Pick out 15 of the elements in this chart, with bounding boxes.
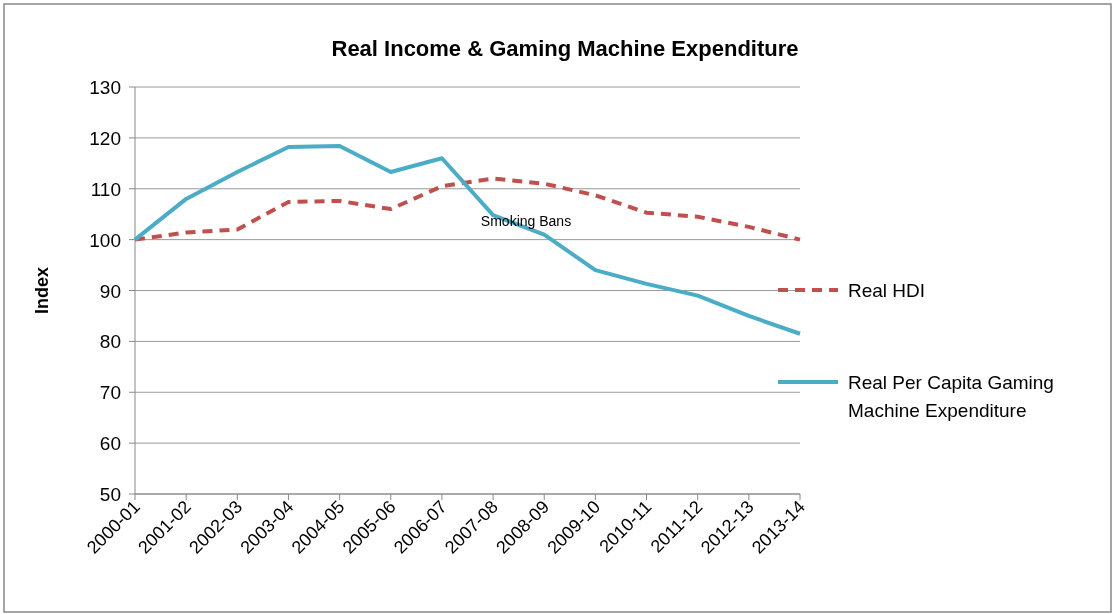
y-tick-label: 130 [89, 77, 121, 98]
y-axis-title: Index [32, 266, 52, 315]
legend-label: Real Per Capita Gaming Machine Expenditure [848, 372, 1054, 421]
legend-label: Real HDI [848, 280, 926, 301]
y-tick-label: 100 [89, 229, 121, 251]
y-tick-label: 60 [99, 433, 121, 455]
y-tick-label: 50 [99, 484, 121, 505]
chart-title: Real Income & Gaming Machine Expenditure [331, 36, 799, 61]
y-tick-label: 90 [99, 280, 121, 302]
y-tick-label: 70 [99, 382, 121, 404]
y-tick-label: 80 [99, 331, 121, 353]
y-tick-label: 120 [89, 127, 121, 149]
line-series [133, 144, 802, 336]
y-tick-label: 110 [90, 178, 121, 200]
line-series [133, 176, 802, 242]
